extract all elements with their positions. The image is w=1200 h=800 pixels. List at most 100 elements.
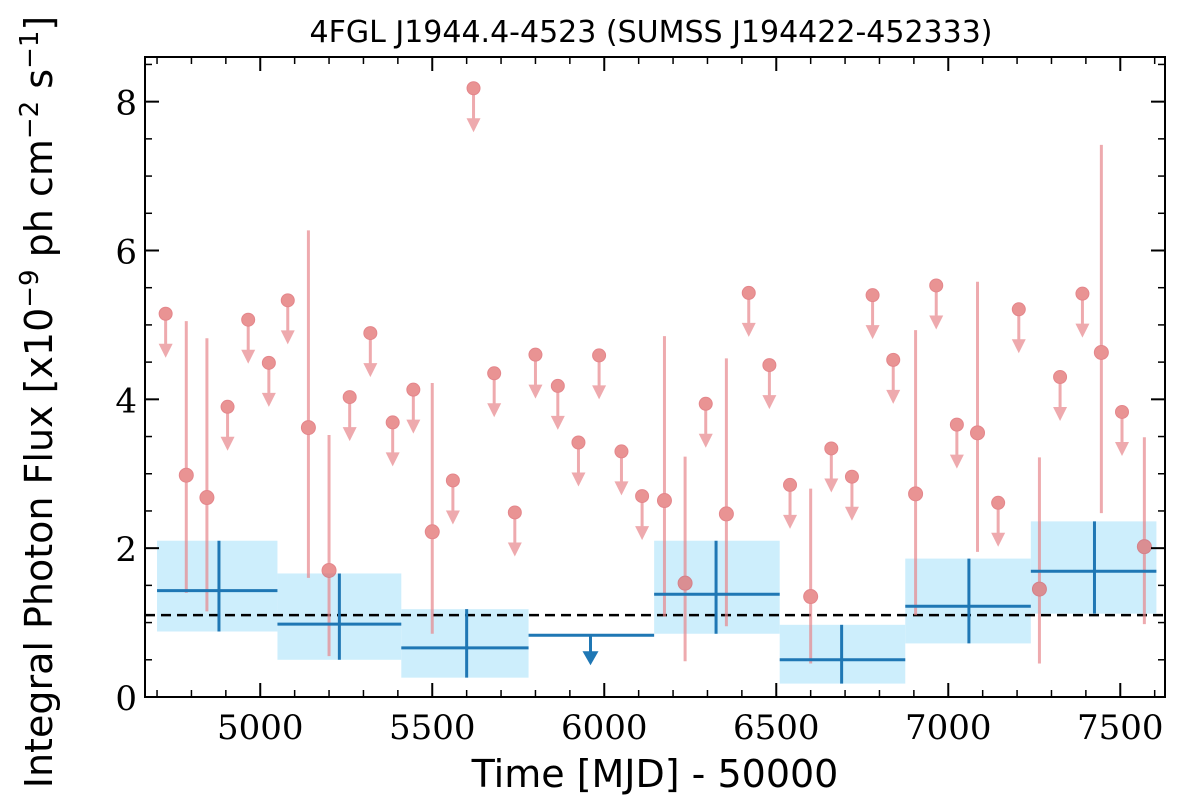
upper-limit-arrow [582,651,599,666]
upper-limit-arrow [280,330,295,345]
coarse-bin-point [277,573,402,660]
fine-bin-detection [300,230,316,578]
upper-limit-point [762,358,777,373]
upper-limit-arrow [220,436,235,451]
upper-limit-point [824,441,839,456]
fine-bin-upper-limit [783,477,798,529]
coarse-bin-point [905,558,1031,644]
fine-bin-upper-limit [507,505,522,557]
upper-limit-arrow [571,472,586,487]
fine-bin-upper-limit [241,312,256,364]
upper-limit-arrow [507,542,522,557]
upper-limit-arrow [762,395,777,410]
upper-limit-point [635,489,650,504]
fine-bin-point [803,589,819,605]
upper-limit-point [385,415,400,430]
upper-limit-point [158,306,173,321]
upper-limit-point [363,326,378,341]
fine-bin-upper-limit [949,417,964,469]
upper-limit-arrow [865,325,880,340]
upper-limit-point [528,347,543,362]
fine-bin-upper-limit [929,278,944,330]
fine-bin-upper-limit [991,495,1006,547]
y-tick-label: 0 [115,679,137,719]
fine-bin-upper-limit [1053,370,1068,421]
upper-limit-arrow [550,415,565,430]
upper-limit-point [280,293,295,308]
fine-bin-point [1031,581,1047,597]
upper-limit-point [466,81,481,96]
y-tick-label: 2 [115,530,137,570]
upper-limit-point [614,444,629,459]
upper-limit-point [406,382,421,397]
coarse-bin-point [779,624,906,684]
upper-limit-point [241,312,256,327]
fine-bin-detection [1093,144,1109,514]
y-tick-label: 4 [115,381,137,421]
fine-bin-point [718,506,734,522]
upper-limit-arrow [991,532,1006,547]
fine-bin-upper-limit [363,326,378,378]
y-axis-label-end: ] [17,16,61,31]
upper-limit-arrow [487,403,502,418]
y-axis-label: Integral Photon Flux [x10−9 ph cm−2 s−1] [15,16,61,789]
coarse-bin-point [654,540,780,634]
upper-limit-arrow [783,514,798,529]
fine-bin-point [178,467,194,483]
fine-bin-point [908,486,924,502]
upper-limit-point [783,477,798,492]
plot-frame [144,56,1166,698]
coarse-bin-band [401,609,529,678]
fine-bin-point [424,524,440,540]
fine-bin-point [677,575,693,591]
fine-bin-upper-limit [824,441,839,493]
upper-limit-arrow [824,478,839,493]
fine-bin-detection [908,330,924,616]
upper-limit-point [886,352,901,367]
fine-bin-upper-limit [550,378,565,430]
upper-limit-point [865,288,880,303]
upper-limit-arrow [406,419,421,434]
upper-limit-arrow [445,510,460,525]
fine-bin-detection [677,456,693,662]
x-tick-label: 5000 [217,708,304,748]
fine-bin-upper-limit [342,390,357,442]
x-tick-label: 5500 [389,708,476,748]
fine-bin-detection [656,336,672,617]
y-axis-label-unit-2: s [17,69,61,101]
upper-limit-point [487,366,502,381]
fine-bin-upper-limit [261,355,276,407]
upper-limit-arrow [1114,441,1129,456]
coarse-bin-point [401,609,529,678]
upper-limit-point [741,285,756,300]
plot-area [145,81,1165,684]
fine-bin-upper-limit [844,469,859,521]
upper-limit-arrow [949,454,964,469]
fine-bin-upper-limit [1075,286,1090,338]
upper-limit-arrow [844,506,859,521]
fine-bin-detection [424,382,440,634]
fine-bin-upper-limit [741,285,756,337]
upper-limit-point [929,278,944,293]
upper-limit-arrow [886,389,901,404]
fine-bin-upper-limit [220,399,235,451]
x-tick-label: 7000 [905,708,992,748]
fine-bin-upper-limit [445,473,460,525]
upper-limit-arrow [929,315,944,330]
upper-limit-point [1075,286,1090,301]
coarse-bin-point [157,540,278,632]
upper-limit-arrow [698,433,713,448]
coarse-bin-point [1030,521,1157,614]
fine-bin-upper-limit [635,489,650,541]
y-axis-label-unit: ph cm [17,139,61,269]
fine-bin-upper-limit [158,306,173,358]
upper-limit-point [592,348,607,363]
fine-bin-point [1136,539,1152,555]
upper-limit-arrow [1075,323,1090,338]
upper-limit-arrow [158,343,173,358]
fine-bin-point [970,425,986,441]
upper-limit-point [261,355,276,370]
upper-limit-point [844,469,859,484]
fine-bin-upper-limit [886,352,901,404]
upper-limit-arrow [385,452,400,467]
